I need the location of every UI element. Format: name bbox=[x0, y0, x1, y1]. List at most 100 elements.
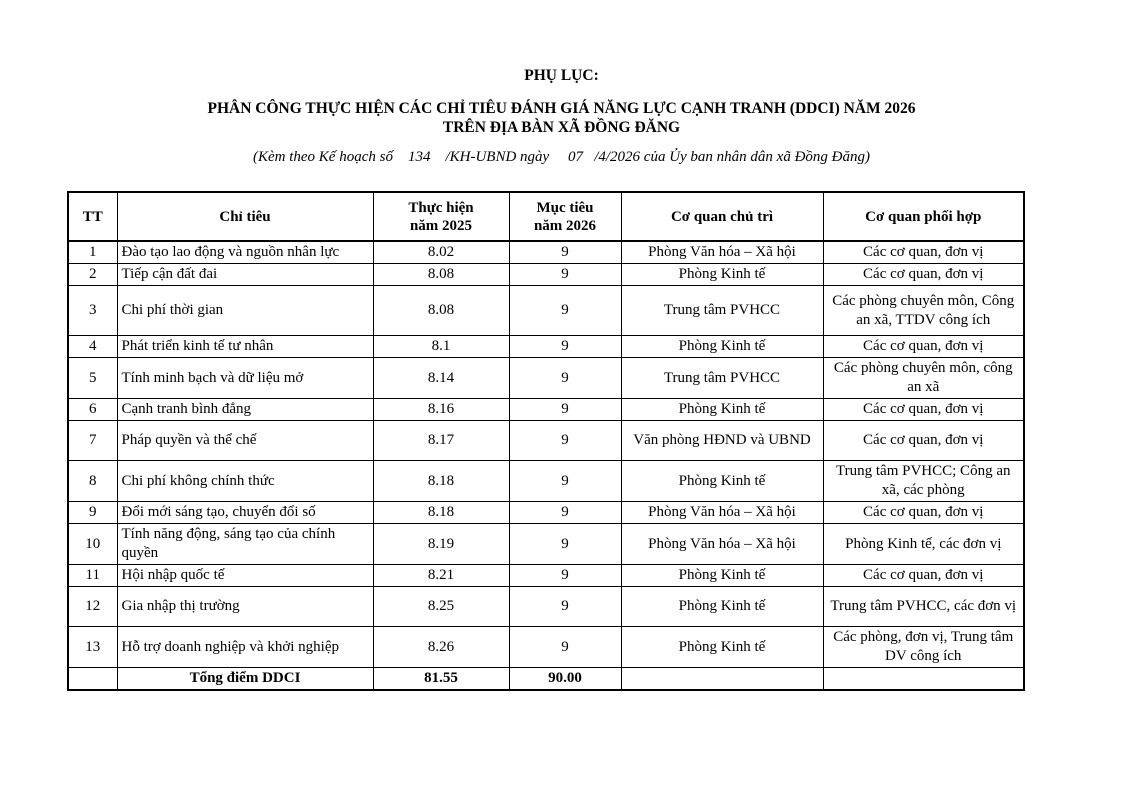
cell-thuc-hien: 8.02 bbox=[372, 240, 510, 264]
cell-chi-tieu: Đổi mới sáng tạo, chuyển đổi số bbox=[116, 501, 374, 524]
appendix-heading: PHỤ LỤC: bbox=[524, 67, 599, 84]
cell-chu-tri: Phòng Kinh tế bbox=[620, 460, 824, 502]
cell-chi-tieu: Chi phí không chính thức bbox=[116, 460, 374, 502]
document-title-line2: TRÊN ĐỊA BÀN XÃ ĐỒNG ĐĂNG bbox=[442, 118, 681, 136]
cell-muc-tieu: 9 bbox=[508, 501, 622, 524]
col-header-tt: TT bbox=[67, 191, 118, 242]
cell-chi-tieu: Cạnh tranh bình đẳng bbox=[116, 398, 374, 421]
cell-tt: 5 bbox=[67, 357, 118, 399]
cell-muc-tieu: 9 bbox=[508, 523, 622, 565]
table-row: 10 Tính năng động, sáng tạo của chính qu… bbox=[67, 523, 1025, 565]
header-row: TT Chỉ tiêu Thực hiện năm 2025 Mục tiêu … bbox=[67, 191, 1025, 242]
table-row: 1 Đào tạo lao động và nguồn nhân lực 8.0… bbox=[67, 240, 1025, 264]
cell-muc-tieu: 9 bbox=[508, 586, 622, 627]
cell-phoi-hop: Các cơ quan, đơn vị bbox=[822, 263, 1025, 286]
cell-muc-tieu: 9 bbox=[508, 335, 622, 358]
table-body: 1 Đào tạo lao động và nguồn nhân lực 8.0… bbox=[67, 240, 1025, 691]
total-row: Tổng điểm DDCI 81.55 90.00 bbox=[67, 667, 1025, 691]
cell-muc-tieu: 9 bbox=[508, 420, 622, 461]
cell-chi-tieu: Chi phí thời gian bbox=[116, 285, 374, 336]
cell-chu-tri: Phòng Văn hóa – Xã hội bbox=[620, 240, 824, 264]
cell-tt: 3 bbox=[67, 285, 118, 336]
cell-chu-tri: Phòng Kinh tế bbox=[620, 335, 824, 358]
table-row: 12 Gia nhập thị trường 8.25 9 Phòng Kinh… bbox=[67, 586, 1025, 627]
col-header-chi-tieu: Chỉ tiêu bbox=[116, 191, 374, 242]
cell-chu-tri: Văn phòng HĐND và UBND bbox=[620, 420, 824, 461]
table-row: 3 Chi phí thời gian 8.08 9 Trung tâm PVH… bbox=[67, 285, 1025, 336]
table-row: 11 Hội nhập quốc tế 8.21 9 Phòng Kinh tế… bbox=[67, 564, 1025, 587]
col-header-muc-tieu: Mục tiêu năm 2026 bbox=[508, 191, 622, 242]
cell-tt: 8 bbox=[67, 460, 118, 502]
cell-thuc-hien: 8.21 bbox=[372, 564, 510, 587]
cell-tt: 4 bbox=[67, 335, 118, 358]
cell-phoi-hop: Các cơ quan, đơn vị bbox=[822, 335, 1025, 358]
cell-muc-tieu: 9 bbox=[508, 460, 622, 502]
cell-phoi-hop: Trung tâm PVHCC, các đơn vị bbox=[822, 586, 1025, 627]
cell-thuc-hien: 8.26 bbox=[372, 626, 510, 668]
table-row: 6 Cạnh tranh bình đẳng 8.16 9 Phòng Kinh… bbox=[67, 398, 1025, 421]
cell-thuc-hien: 8.18 bbox=[372, 501, 510, 524]
ddci-table: TT Chỉ tiêu Thực hiện năm 2025 Mục tiêu … bbox=[67, 191, 1025, 691]
cell-phoi-hop: Các phòng chuyên môn, Công an xã, TTDV c… bbox=[822, 285, 1025, 336]
cell-chi-tieu: Phát triển kinh tế tư nhân bbox=[116, 335, 374, 358]
cell-chi-tieu: Tính năng động, sáng tạo của chính quyền bbox=[116, 523, 374, 565]
cell-phoi-hop: Các phòng chuyên môn, công an xã bbox=[822, 357, 1025, 399]
cell-muc-tieu: 9 bbox=[508, 398, 622, 421]
cell-thuc-hien: 8.17 bbox=[372, 420, 510, 461]
cell-chi-tieu: Hỗ trợ doanh nghiệp và khởi nghiệp bbox=[116, 626, 374, 668]
cell-chu-tri: Phòng Văn hóa – Xã hội bbox=[620, 501, 824, 524]
cell-tt: 9 bbox=[67, 501, 118, 524]
cell-chu-tri: Phòng Kinh tế bbox=[620, 564, 824, 587]
table-header: TT Chỉ tiêu Thực hiện năm 2025 Mục tiêu … bbox=[67, 191, 1025, 242]
cell-chu-tri: Trung tâm PVHCC bbox=[620, 285, 824, 336]
cell-chi-tieu: Tính minh bạch và dữ liệu mở bbox=[116, 357, 374, 399]
cell-chu-tri: Trung tâm PVHCC bbox=[620, 357, 824, 399]
cell-chi-tieu: Tiếp cận đất đai bbox=[116, 263, 374, 286]
total-muc-tieu: 90.00 bbox=[508, 667, 622, 691]
cell-muc-tieu: 9 bbox=[508, 240, 622, 264]
table-row: 4 Phát triển kinh tế tư nhân 8.1 9 Phòng… bbox=[67, 335, 1025, 358]
cell-phoi-hop bbox=[822, 667, 1025, 691]
document-subtitle: (Kèm theo Kế hoạch số 134 /KH-UBND ngày … bbox=[252, 149, 870, 165]
cell-muc-tieu: 9 bbox=[508, 564, 622, 587]
cell-chi-tieu: Hội nhập quốc tế bbox=[116, 564, 374, 587]
cell-phoi-hop: Các phòng, đơn vị, Trung tâm DV công ích bbox=[822, 626, 1025, 668]
cell-chu-tri bbox=[620, 667, 824, 691]
cell-tt: 2 bbox=[67, 263, 118, 286]
table-row: 9 Đổi mới sáng tạo, chuyển đổi số 8.18 9… bbox=[67, 501, 1025, 524]
cell-thuc-hien: 8.25 bbox=[372, 586, 510, 627]
cell-phoi-hop: Các cơ quan, đơn vị bbox=[822, 398, 1025, 421]
total-label: Tổng điểm DDCI bbox=[116, 667, 374, 691]
table-row: 8 Chi phí không chính thức 8.18 9 Phòng … bbox=[67, 460, 1025, 502]
cell-thuc-hien: 8.08 bbox=[372, 285, 510, 336]
cell-chi-tieu: Gia nhập thị trường bbox=[116, 586, 374, 627]
table-row: 2 Tiếp cận đất đai 8.08 9 Phòng Kinh tế … bbox=[67, 263, 1025, 286]
cell-muc-tieu: 9 bbox=[508, 357, 622, 399]
cell-muc-tieu: 9 bbox=[508, 263, 622, 286]
col-header-phoi-hop: Cơ quan phối hợp bbox=[822, 191, 1025, 242]
document-title-line1: PHÂN CÔNG THỰC HIỆN CÁC CHỈ TIÊU ĐÁNH GI… bbox=[207, 100, 916, 117]
cell-chu-tri: Phòng Văn hóa – Xã hội bbox=[620, 523, 824, 565]
cell-tt: 1 bbox=[67, 240, 118, 264]
col-header-chu-tri: Cơ quan chủ trì bbox=[620, 191, 824, 242]
cell-phoi-hop: Phòng Kinh tế, các đơn vị bbox=[822, 523, 1025, 565]
cell-tt: 11 bbox=[67, 564, 118, 587]
table-row: 13 Hỗ trợ doanh nghiệp và khởi nghiệp 8.… bbox=[67, 626, 1025, 668]
cell-tt bbox=[67, 667, 118, 691]
cell-thuc-hien: 8.08 bbox=[372, 263, 510, 286]
cell-thuc-hien: 8.19 bbox=[372, 523, 510, 565]
cell-tt: 10 bbox=[67, 523, 118, 565]
cell-tt: 7 bbox=[67, 420, 118, 461]
table-row: 7 Pháp quyền và thể chế 8.17 9 Văn phòng… bbox=[67, 420, 1025, 461]
cell-chu-tri: Phòng Kinh tế bbox=[620, 263, 824, 286]
total-thuc-hien: 81.55 bbox=[372, 667, 510, 691]
cell-phoi-hop: Các cơ quan, đơn vị bbox=[822, 420, 1025, 461]
cell-thuc-hien: 8.18 bbox=[372, 460, 510, 502]
table-row: 5 Tính minh bạch và dữ liệu mở 8.14 9 Tr… bbox=[67, 357, 1025, 399]
cell-tt: 13 bbox=[67, 626, 118, 668]
cell-thuc-hien: 8.1 bbox=[372, 335, 510, 358]
cell-chi-tieu: Đào tạo lao động và nguồn nhân lực bbox=[116, 240, 374, 264]
col-header-thuc-hien: Thực hiện năm 2025 bbox=[372, 191, 510, 242]
cell-phoi-hop: Các cơ quan, đơn vị bbox=[822, 240, 1025, 264]
cell-thuc-hien: 8.16 bbox=[372, 398, 510, 421]
